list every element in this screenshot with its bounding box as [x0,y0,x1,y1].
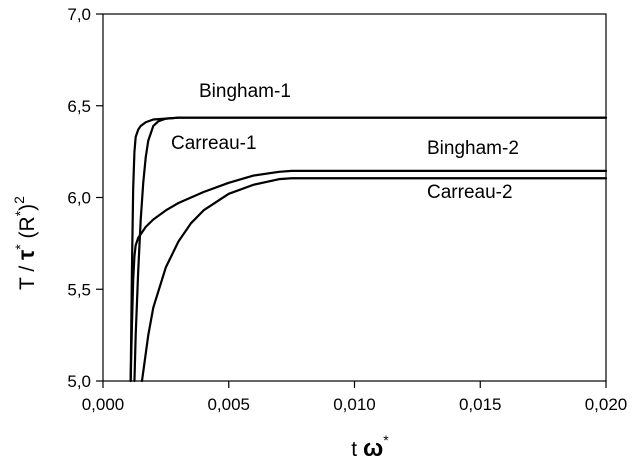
y-axis-title-sq: 2 [11,196,27,204]
series-group [129,116,608,383]
series-label-bingham-2: Bingham-2 [427,138,519,159]
x-axis-title-star: * [383,432,389,448]
y-tick-label: 6,5 [67,97,91,116]
y-axis-title-star1: * [12,244,28,250]
series-line-bingham-2 [129,169,608,383]
x-axis-title-t: t [351,438,363,461]
series-label-bingham-1: Bingham-1 [199,81,291,102]
y-axis: 5,0 5,5 6,0 6,5 7,0 [67,5,103,391]
y-tick-label: 5,5 [67,280,91,299]
plot-frame [102,13,607,382]
y-tick-label: 5,0 [67,372,91,391]
x-axis: 0,000 0,005 0,010 0,015 0,020 [82,381,628,414]
x-tick-label: 0,005 [207,395,250,414]
y-axis-title-R: (R [16,216,39,244]
series-label-carreau-2: Carreau-2 [427,182,513,203]
x-axis-title: t ω* [351,432,389,462]
y-tick-label: 6,0 [67,189,91,208]
x-axis-title-omega: ω [363,435,383,462]
plot-area [102,13,607,382]
y-axis-title: T / τ* (R*)2 [11,196,39,290]
y-tick-label: 7,0 [67,5,91,24]
x-tick-label: 0,010 [333,395,376,414]
x-tick-label: 0,015 [459,395,502,414]
annotation-group: Bingham-1 Carreau-1 Bingham-2 Carreau-2 [171,81,519,203]
y-axis-title-paren: ) [16,204,39,211]
y-axis-title-T: T / [16,260,39,290]
y-axis-title-star2: * [12,210,28,216]
series-line-carreau-2 [140,177,608,383]
y-axis-title-tau: τ [13,250,39,260]
series-line-bingham-1 [129,116,608,383]
series-line-carreau-1 [133,116,608,383]
x-tick-label: 0,020 [585,395,628,414]
x-tick-label: 0,000 [82,395,125,414]
series-label-carreau-1: Carreau-1 [171,133,257,154]
